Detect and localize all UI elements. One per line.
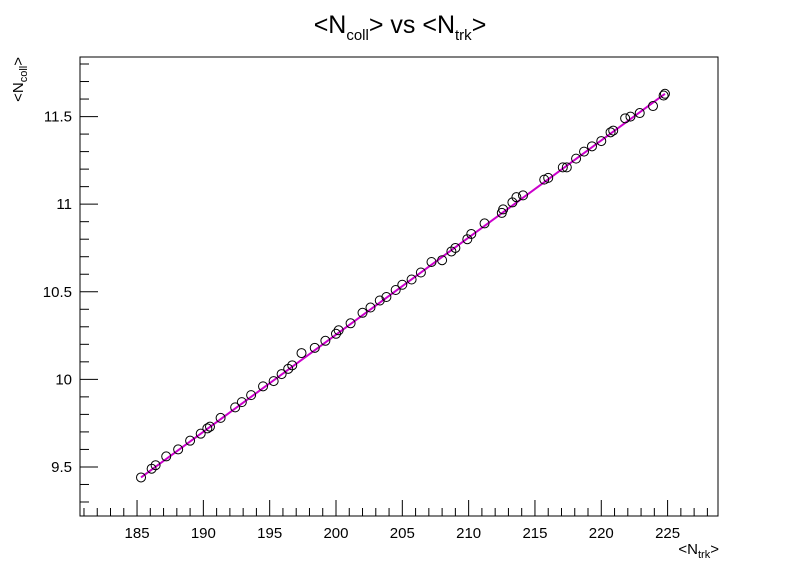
title-sub2: trk bbox=[455, 27, 472, 44]
data-point bbox=[236, 397, 247, 408]
y-axis-tick-labels: 9.5 10 10.5 11 11.5 bbox=[43, 109, 72, 476]
data-point bbox=[479, 218, 490, 229]
data-point bbox=[498, 204, 509, 215]
title-end: > bbox=[472, 11, 487, 39]
data-point bbox=[608, 125, 619, 136]
ylabel-sub: coll bbox=[18, 66, 30, 83]
title-main: <N bbox=[314, 11, 347, 39]
ylabel-end: > bbox=[10, 57, 27, 66]
data-point bbox=[586, 141, 597, 152]
data-point bbox=[345, 318, 356, 329]
data-point bbox=[450, 242, 461, 253]
data-point bbox=[202, 423, 213, 434]
x-tick-label: 205 bbox=[390, 525, 415, 542]
data-point bbox=[276, 369, 287, 380]
data-point bbox=[161, 451, 172, 462]
x-tick-label: 190 bbox=[191, 525, 216, 542]
y-tick-label: 10 bbox=[55, 371, 72, 388]
x-tick-label: 210 bbox=[456, 525, 481, 542]
data-point bbox=[258, 381, 269, 392]
data-point bbox=[374, 295, 385, 306]
data-point bbox=[415, 267, 426, 278]
data-point bbox=[557, 162, 568, 173]
fit-line bbox=[140, 92, 666, 479]
data-point bbox=[204, 421, 215, 432]
data-point bbox=[659, 88, 670, 99]
data-point bbox=[150, 460, 161, 471]
data-point bbox=[330, 328, 341, 339]
data-point bbox=[268, 376, 279, 387]
data-points bbox=[136, 88, 670, 483]
data-point bbox=[320, 335, 331, 346]
data-point bbox=[561, 162, 572, 173]
x-tick-label: 195 bbox=[257, 525, 282, 542]
data-point bbox=[390, 285, 401, 296]
data-point bbox=[426, 256, 437, 267]
svg-text:<Ncoll> vs <Ntrk>: <Ncoll> vs <Ntrk> bbox=[314, 11, 487, 44]
title-sub: coll bbox=[346, 27, 369, 44]
x-tick-label: 200 bbox=[323, 525, 348, 542]
data-point bbox=[246, 390, 257, 401]
y-axis-ticks bbox=[80, 63, 98, 503]
x-tick-label: 185 bbox=[125, 525, 150, 542]
data-point bbox=[625, 111, 636, 122]
data-point bbox=[518, 190, 529, 201]
title-mid: > vs <N bbox=[369, 11, 455, 39]
xlabel-main: <N bbox=[678, 541, 698, 558]
data-point bbox=[309, 342, 320, 353]
data-point bbox=[437, 255, 448, 266]
data-point bbox=[287, 360, 298, 371]
x-tick-label: 220 bbox=[589, 525, 614, 542]
data-point bbox=[620, 113, 631, 124]
data-point bbox=[397, 279, 408, 290]
plot-frame bbox=[79, 56, 719, 517]
data-point bbox=[596, 136, 607, 147]
chart-title: <Ncoll> vs <Ntrk> bbox=[314, 11, 487, 44]
x-axis-title: <Ntrk> bbox=[678, 541, 719, 561]
data-point bbox=[605, 127, 616, 138]
data-point bbox=[579, 146, 590, 157]
x-axis-ticks bbox=[83, 500, 708, 516]
y-axis-title: <Ncoll> bbox=[10, 57, 30, 102]
data-point bbox=[543, 172, 554, 183]
x-tick-label: 225 bbox=[655, 525, 680, 542]
data-point bbox=[136, 472, 147, 483]
data-point bbox=[296, 348, 307, 359]
ylabel-main: <N bbox=[10, 82, 27, 102]
xlabel-end: > bbox=[710, 541, 719, 558]
data-point bbox=[333, 325, 344, 336]
y-tick-label: 10.5 bbox=[43, 284, 72, 301]
data-point bbox=[466, 228, 477, 239]
data-point bbox=[571, 153, 582, 164]
data-point bbox=[511, 192, 522, 203]
data-point bbox=[381, 292, 392, 303]
data-point bbox=[648, 101, 659, 112]
y-tick-label: 9.5 bbox=[51, 459, 72, 476]
data-point bbox=[365, 302, 376, 313]
data-point bbox=[230, 402, 241, 413]
data-point bbox=[357, 307, 368, 318]
data-point bbox=[173, 444, 184, 455]
xlabel-sub: trk bbox=[698, 549, 711, 561]
data-point bbox=[215, 412, 226, 423]
data-point bbox=[185, 435, 196, 446]
y-tick-label: 11.5 bbox=[44, 109, 72, 126]
y-tick-label: 11 bbox=[56, 196, 72, 213]
data-point bbox=[658, 90, 669, 101]
data-point bbox=[634, 108, 645, 119]
data-point bbox=[195, 428, 206, 439]
data-point bbox=[406, 274, 417, 285]
x-tick-label: 215 bbox=[522, 525, 547, 542]
x-axis-tick-labels: 185 190 195 200 205 210 215 220 225 bbox=[125, 525, 681, 542]
